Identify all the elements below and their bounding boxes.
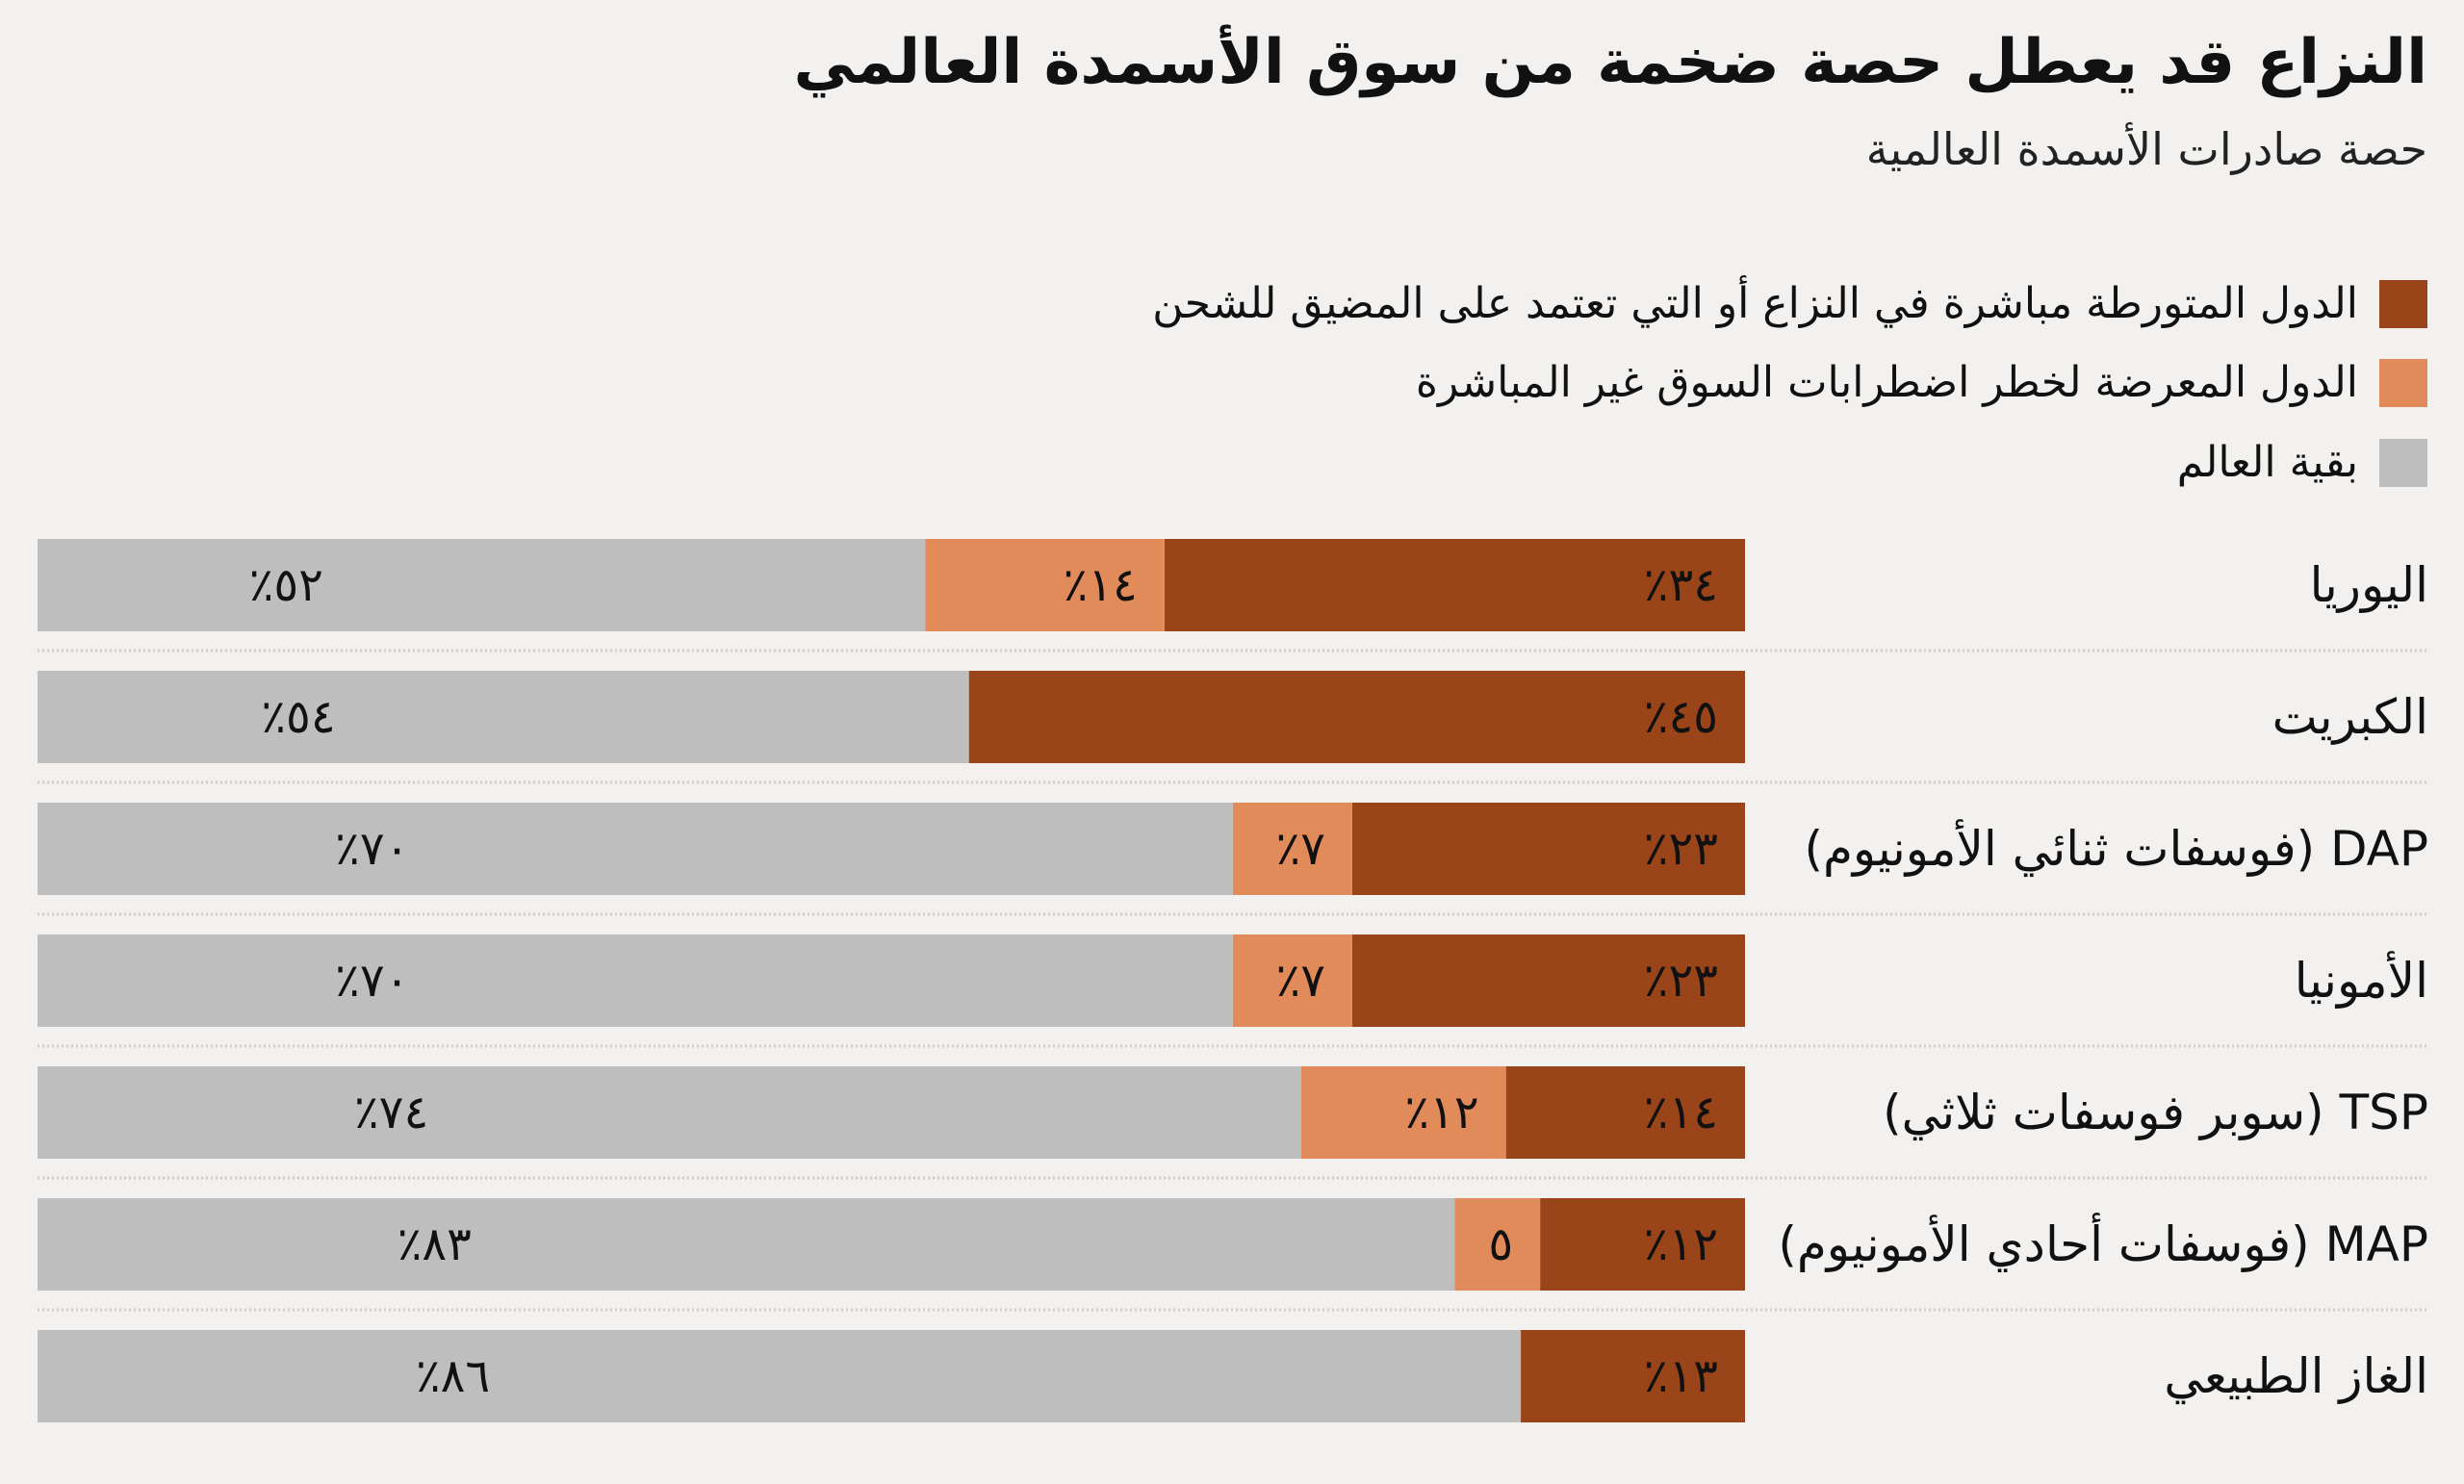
bar-value-label: ٢٣٪ xyxy=(1644,954,1718,1008)
bar-segment xyxy=(925,539,1165,631)
legend-label-rest: بقية العالم xyxy=(2176,438,2358,487)
category-label: DAP (فوسفات ثنائي الأمونيوم) xyxy=(1804,819,2428,877)
bar-segment xyxy=(38,539,926,631)
bar-value-label: ١٢٪ xyxy=(1644,1217,1718,1271)
bar-segment xyxy=(1300,1066,1506,1159)
bar-value-label: ٣٤٪ xyxy=(1644,558,1718,612)
bar-value-label: ٧٪ xyxy=(1275,822,1325,876)
bar-value-label: ٧٤٪ xyxy=(354,1086,428,1139)
bar-value-label: ١٤٪ xyxy=(1644,1086,1718,1139)
bar-segment xyxy=(1540,1198,1745,1291)
bar-segment xyxy=(38,934,1233,1027)
legend-label-direct: الدول المتورطة مباشرة في النزاع أو التي … xyxy=(1152,279,2358,328)
bar-value-label: ٤٥٪ xyxy=(1644,690,1718,744)
bar-value-label: ٥٤٪ xyxy=(261,690,335,744)
bar-value-label: ٧٠٪ xyxy=(335,822,409,876)
bar-segment xyxy=(38,671,969,763)
bar-value-label: ٥ xyxy=(1488,1217,1513,1271)
category-label: الكبريت xyxy=(2272,689,2428,745)
category-label: اليوريا xyxy=(2310,557,2428,613)
chart-title: النزاع قد يعطل حصة ضخمة من سوق الأسمدة ا… xyxy=(793,27,2428,98)
legend-swatch-direct xyxy=(2379,279,2427,328)
bar-segment xyxy=(1521,1330,1745,1422)
bar-value-label: ١٣٪ xyxy=(1644,1349,1718,1403)
bar-segment xyxy=(1351,803,1745,895)
bar-segment xyxy=(38,1198,1455,1291)
category-label: TSP (سوبر فوسفات ثلاثي) xyxy=(1883,1085,2428,1140)
bar-value-label: ٥٢٪ xyxy=(249,558,323,612)
legend-item-indirect: الدول المعرضة لخطر اضطرابات السوق غير ال… xyxy=(1416,358,2427,407)
legend-swatch-indirect xyxy=(2379,358,2427,407)
bar-value-label: ٧٪ xyxy=(1275,954,1325,1008)
category-label: الغاز الطبيعي xyxy=(2164,1348,2428,1404)
bar-segment xyxy=(38,803,1233,895)
bar-segment xyxy=(1232,803,1352,895)
bar-segment xyxy=(1164,539,1745,631)
bar-segment xyxy=(38,1330,1522,1422)
bar-segment xyxy=(38,1066,1301,1159)
bar-segment xyxy=(1454,1198,1541,1291)
bar-value-label: ٢٣٪ xyxy=(1644,822,1718,876)
bar-value-label: ٨٦٪ xyxy=(416,1349,490,1403)
bar-value-label: ١٤٪ xyxy=(1063,558,1137,612)
chart-subtitle: حصة صادرات الأسمدة العالمية xyxy=(1865,123,2427,175)
category-label: الأمونيا xyxy=(2295,951,2428,1009)
bar-segment xyxy=(968,671,1745,763)
bar-value-label: ١٢٪ xyxy=(1404,1086,1478,1139)
legend-label-indirect: الدول المعرضة لخطر اضطرابات السوق غير ال… xyxy=(1415,358,2358,407)
bar-value-label: ٨٣٪ xyxy=(398,1217,472,1271)
bar-segment xyxy=(1232,934,1352,1027)
bar-segment xyxy=(1505,1066,1745,1159)
legend-item-direct: الدول المتورطة مباشرة في النزاع أو التي … xyxy=(1152,279,2427,328)
bar-segment xyxy=(1351,934,1745,1027)
legend-item-rest: بقية العالم xyxy=(2177,438,2427,487)
category-label: MAP (فوسفات أحادي الأمونيوم) xyxy=(1778,1213,2428,1272)
legend-swatch-rest xyxy=(2379,438,2427,487)
bar-value-label: ٧٠٪ xyxy=(335,954,409,1008)
